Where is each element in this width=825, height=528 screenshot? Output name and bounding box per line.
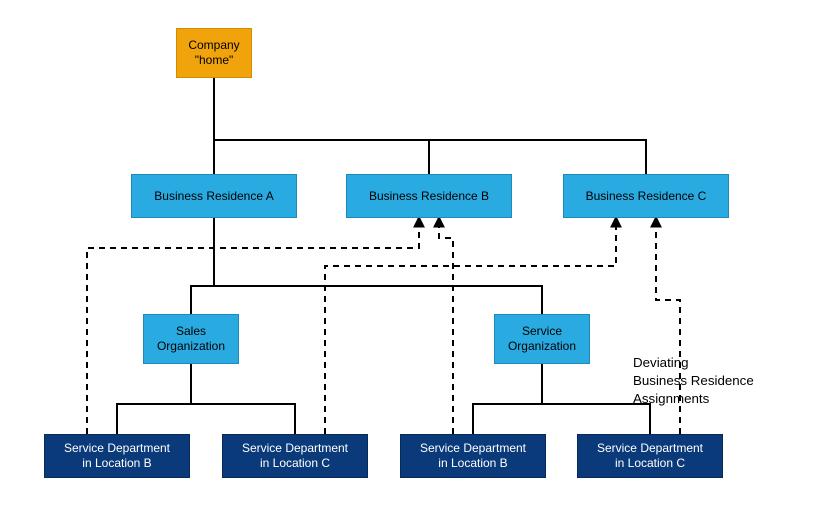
node-label: Service Departmentin Location C <box>597 441 703 471</box>
node-dept3: Service Departmentin Location B <box>400 434 546 478</box>
node-dept2: Service Departmentin Location C <box>222 434 368 478</box>
node-label: Business Residence B <box>369 189 489 204</box>
edge-solid <box>191 364 295 434</box>
edge-solid <box>191 218 214 314</box>
node-brC: Business Residence C <box>563 174 729 218</box>
edge-solid <box>214 78 429 174</box>
edge-solid <box>117 364 191 434</box>
node-label: SalesOrganization <box>157 324 225 354</box>
node-brB: Business Residence B <box>346 174 512 218</box>
annotation-deviating-assignments: DeviatingBusiness ResidenceAssignments <box>633 354 754 408</box>
node-dept1: Service Departmentin Location B <box>44 434 190 478</box>
node-company: Company"home" <box>176 28 252 78</box>
node-label: ServiceOrganization <box>508 324 576 354</box>
node-serviceOrg: ServiceOrganization <box>494 314 590 364</box>
node-salesOrg: SalesOrganization <box>143 314 239 364</box>
edge-dashed <box>87 218 419 434</box>
node-label: Business Residence C <box>586 189 707 204</box>
node-label: Service Departmentin Location B <box>420 441 526 471</box>
node-label: Service Departmentin Location B <box>64 441 170 471</box>
node-dept4: Service Departmentin Location C <box>577 434 723 478</box>
annotation-text: DeviatingBusiness ResidenceAssignments <box>633 355 754 406</box>
edge-solid <box>473 364 542 434</box>
edge-dashed <box>439 218 453 434</box>
node-label: Company"home" <box>188 38 239 68</box>
node-label: Service Departmentin Location C <box>242 441 348 471</box>
node-label: Business Residence A <box>154 189 273 204</box>
node-brA: Business Residence A <box>131 174 297 218</box>
org-chart-canvas: Company"home" Business Residence A Busines… <box>0 0 825 528</box>
